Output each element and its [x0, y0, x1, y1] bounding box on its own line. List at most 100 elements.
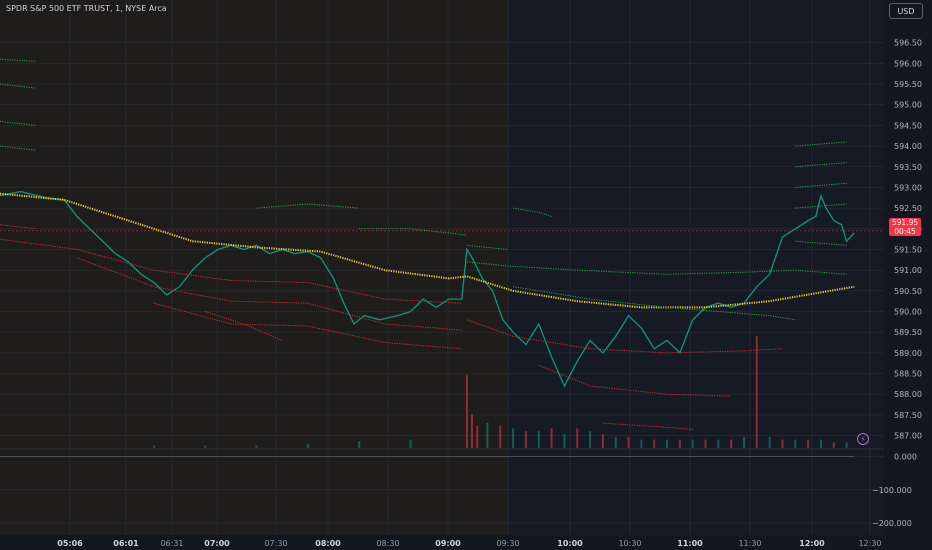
- x-tick-label: 10:00: [557, 539, 583, 548]
- x-tick-label: 09:30: [496, 539, 519, 548]
- band-line: [256, 203, 360, 209]
- band-line: [513, 286, 796, 321]
- lightning-bolt-icon[interactable]: ⚡: [857, 433, 869, 445]
- currency-button[interactable]: USD: [889, 3, 923, 19]
- y-tick-label: 591.50: [894, 245, 922, 254]
- x-tick-label: 11:00: [677, 539, 703, 548]
- y-tick-label: 596.50: [894, 39, 922, 48]
- band-line: [205, 311, 283, 341]
- last-price-value: 591.95: [891, 218, 919, 227]
- volume-bar: [691, 439, 694, 448]
- y-tick-label: 592.50: [894, 204, 922, 213]
- y-tick-label: 593.50: [894, 163, 922, 172]
- volume-bar: [768, 436, 771, 448]
- x-tick-label: 11:30: [738, 539, 761, 548]
- volume-bar: [409, 439, 412, 448]
- vwap-line: [0, 192, 855, 309]
- volume-bar: [476, 425, 479, 448]
- x-tick-label: 06:01: [113, 539, 139, 548]
- band-line: [538, 364, 732, 397]
- volume-bar: [512, 428, 515, 448]
- volume-bar: [819, 439, 822, 448]
- volume-bar: [781, 439, 784, 448]
- y-tick-label: 588.50: [894, 370, 922, 379]
- y-tick-label: 595.50: [894, 80, 922, 89]
- time-axis-background: [0, 535, 884, 550]
- osc-tick-label: 0.000: [894, 453, 917, 462]
- band-line: [359, 228, 467, 236]
- y-tick-label: 589.00: [894, 349, 922, 358]
- osc-tick-label: −200.000: [872, 519, 912, 528]
- market-background: [508, 0, 884, 535]
- volume-bar: [465, 375, 468, 448]
- volume-bar: [794, 439, 797, 448]
- band-line: [0, 238, 462, 304]
- volume-bar: [524, 431, 527, 448]
- volume-bar: [537, 431, 540, 448]
- y-tick-label: 587.50: [894, 411, 922, 420]
- volume-bar: [832, 442, 835, 448]
- volume-bar: [204, 445, 207, 448]
- x-tick-label: 12:30: [858, 539, 881, 548]
- volume-bar: [666, 439, 669, 448]
- volume-bar: [306, 443, 309, 448]
- y-tick-label: 589.50: [894, 328, 922, 337]
- volume-bar: [486, 422, 489, 448]
- volume-bar: [499, 425, 502, 448]
- volume-bar: [255, 445, 258, 448]
- volume-bar: [678, 439, 681, 448]
- price-line: [0, 190, 855, 388]
- band-line: [153, 302, 462, 350]
- volume-bar: [576, 428, 579, 448]
- x-tick-label: 12:00: [799, 539, 825, 548]
- band-line: [466, 319, 783, 354]
- band-line: [0, 58, 36, 62]
- x-tick-label: 06:31: [160, 539, 183, 548]
- volume-bar: [471, 414, 474, 448]
- x-tick-label: 07:00: [204, 539, 230, 548]
- y-tick-label: 591.00: [894, 266, 922, 275]
- price-axis-background: [884, 0, 932, 550]
- volume-bar: [653, 439, 656, 448]
- volume-bar: [550, 428, 553, 448]
- y-tick-label: 594.50: [894, 121, 922, 130]
- x-tick-label: 09:00: [435, 539, 461, 548]
- volume-bar: [755, 336, 758, 448]
- y-tick-label: 588.00: [894, 390, 922, 399]
- y-tick-label: 587.00: [894, 432, 922, 441]
- volume-bar: [627, 436, 630, 448]
- x-tick-label: 05:06: [57, 539, 83, 548]
- y-tick-label: 590.00: [894, 308, 922, 317]
- volume-bar: [601, 434, 604, 448]
- band-line: [466, 244, 509, 250]
- volume-bar: [730, 439, 733, 448]
- volume-bar: [152, 445, 155, 448]
- volume-bar: [640, 439, 643, 448]
- x-tick-label: 07:30: [264, 539, 287, 548]
- volume-bar: [563, 434, 566, 448]
- countdown-timer: 00:45: [894, 227, 916, 236]
- volume-bar: [807, 439, 810, 448]
- volume-bar: [704, 439, 707, 448]
- x-tick-label: 08:30: [376, 539, 399, 548]
- y-tick-label: 593.00: [894, 183, 922, 192]
- y-tick-label: 596.00: [894, 59, 922, 68]
- y-tick-label: 590.50: [894, 287, 922, 296]
- band-line: [466, 261, 796, 275]
- y-tick-label: 594.00: [894, 142, 922, 151]
- y-tick-label: 595.00: [894, 101, 922, 110]
- last-price-badge: 591.95 00:45: [889, 218, 921, 236]
- premarket-background: [0, 0, 508, 535]
- volume-bar: [589, 431, 592, 448]
- volume-bar: [742, 436, 745, 448]
- x-tick-label: 10:30: [618, 539, 641, 548]
- volume-bar: [717, 439, 720, 448]
- symbol-title[interactable]: SPDR S&P 500 ETF TRUST, 1, NYSE Arca: [6, 4, 167, 13]
- osc-tick-label: −100.000: [872, 486, 912, 495]
- volume-bar: [614, 436, 617, 448]
- x-tick-label: 08:00: [315, 539, 341, 548]
- volume-bar: [845, 442, 848, 448]
- volume-bar: [358, 441, 361, 448]
